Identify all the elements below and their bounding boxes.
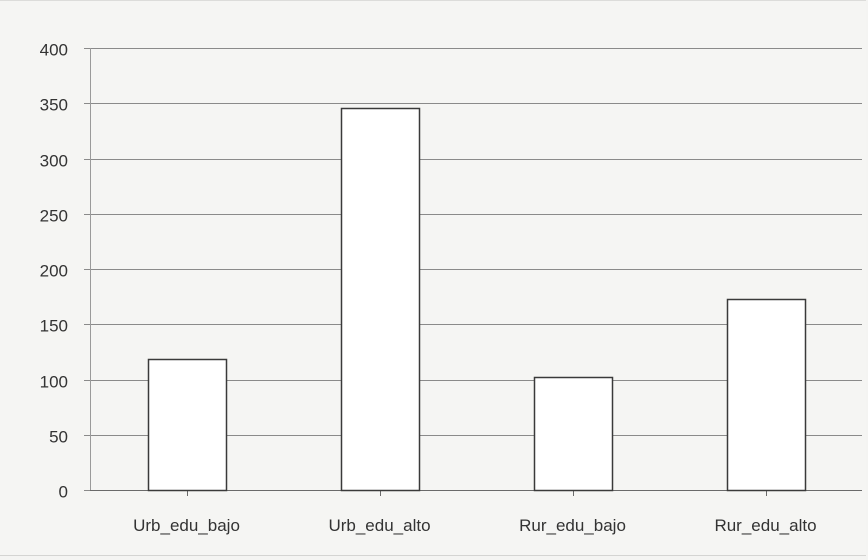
y-tick-labels: 0 50 100 150 200 250 300 350 400 xyxy=(40,41,68,502)
x-tick-labels: Urb_edu_bajo Urb_edu_alto Rur_edu_bajo Rur_… xyxy=(133,516,816,535)
y-tick-label: 400 xyxy=(40,41,68,60)
x-tick-label: Urb_edu_alto xyxy=(328,516,430,535)
y-tick-label: 350 xyxy=(40,96,68,115)
x-tick-label: Urb_edu_bajo xyxy=(133,516,240,535)
y-tick-label: 300 xyxy=(40,152,68,171)
bars xyxy=(147,107,807,492)
bar xyxy=(726,298,807,492)
y-tick-label: 200 xyxy=(40,262,68,281)
y-tick-label: 0 xyxy=(59,483,68,502)
y-tick-label: 50 xyxy=(49,428,68,447)
y-tick-label: 150 xyxy=(40,317,68,336)
bar xyxy=(147,358,228,492)
x-tick-label: Rur_edu_bajo xyxy=(519,516,626,535)
y-tick-label: 100 xyxy=(40,373,68,392)
x-tick-label: Rur_edu_alto xyxy=(714,516,816,535)
bar xyxy=(340,107,421,492)
y-tick-label: 250 xyxy=(40,207,68,226)
bar xyxy=(533,376,614,492)
